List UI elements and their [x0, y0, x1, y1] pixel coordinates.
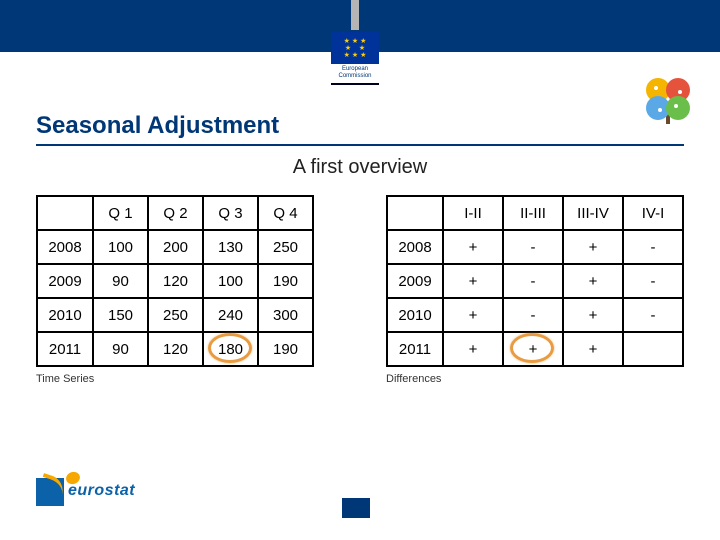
page-title: Seasonal Adjustment [36, 112, 684, 140]
time-series-block: Q 1 Q 2 Q 3 Q 4 2008 100 200 130 250 200… [36, 195, 314, 385]
cell: 90 [93, 332, 148, 366]
cell: 120 [148, 332, 203, 366]
cell: 100 [203, 264, 258, 298]
cell [623, 332, 683, 366]
col-d3: III-IV [563, 196, 623, 230]
cell: 150 [93, 298, 148, 332]
time-series-table: Q 1 Q 2 Q 3 Q 4 2008 100 200 130 250 200… [36, 195, 314, 367]
cell: + [563, 332, 623, 366]
cell: 130 [203, 230, 258, 264]
eu-flag-icon: ★ ★ ★★ ★★ ★ ★ [331, 32, 379, 64]
ec-logo: ★ ★ ★★ ★★ ★ ★ European Commission [320, 0, 390, 100]
page-subtitle: A first overview [36, 156, 684, 179]
highlight-circle-icon [208, 333, 252, 363]
cell: 200 [148, 230, 203, 264]
col-q2: Q 2 [148, 196, 203, 230]
row-year: 2009 [37, 264, 93, 298]
cell: 120 [148, 264, 203, 298]
table-header-row: I-II II-III III-IV IV-I [387, 196, 683, 230]
cell: + [443, 332, 503, 366]
cell: - [623, 298, 683, 332]
cell: - [503, 298, 563, 332]
ec-label-2: Commission [338, 73, 371, 79]
table-row: 2010 + - + - [387, 298, 683, 332]
col-q1: Q 1 [93, 196, 148, 230]
table-header-row: Q 1 Q 2 Q 3 Q 4 [37, 196, 313, 230]
cell: 190 [258, 332, 313, 366]
table-row: 2008 + - + - [387, 230, 683, 264]
col-d4: IV-I [623, 196, 683, 230]
table-row: 2011 90 120 180 190 [37, 332, 313, 366]
row-year: 2011 [387, 332, 443, 366]
ec-label-1: European [342, 66, 368, 72]
table-row: 2009 + - + - [387, 264, 683, 298]
cell: 250 [148, 298, 203, 332]
col-d2: II-III [503, 196, 563, 230]
eurostat-logo: eurostat [36, 474, 156, 516]
col-blank [387, 196, 443, 230]
row-year: 2011 [37, 332, 93, 366]
footer-flag-icon [342, 498, 370, 518]
time-series-caption: Time Series [36, 373, 314, 385]
cell: 90 [93, 264, 148, 298]
cell: + [443, 230, 503, 264]
cell: + [443, 298, 503, 332]
header: ★ ★ ★★ ★★ ★ ★ European Commission [0, 0, 720, 72]
table-row: 2009 90 120 100 190 [37, 264, 313, 298]
cell: 100 [93, 230, 148, 264]
row-year: 2009 [387, 264, 443, 298]
cell: - [623, 264, 683, 298]
cell: 300 [258, 298, 313, 332]
title-rule [36, 144, 684, 146]
col-blank [37, 196, 93, 230]
col-q4: Q 4 [258, 196, 313, 230]
row-year: 2008 [387, 230, 443, 264]
cell: + [563, 264, 623, 298]
row-year: 2010 [387, 298, 443, 332]
differences-block: I-II II-III III-IV IV-I 2008 + - + - 200… [386, 195, 684, 385]
cell: + [563, 230, 623, 264]
cell: - [623, 230, 683, 264]
cell: 190 [258, 264, 313, 298]
cell: - [503, 264, 563, 298]
row-year: 2008 [37, 230, 93, 264]
eurostat-logo-text: eurostat [68, 482, 135, 500]
row-year: 2010 [37, 298, 93, 332]
table-row: 2010 150 250 240 300 [37, 298, 313, 332]
cell: 240 [203, 298, 258, 332]
differences-caption: Differences [386, 373, 684, 385]
table-row: 2008 100 200 130 250 [37, 230, 313, 264]
col-q3: Q 3 [203, 196, 258, 230]
col-d1: I-II [443, 196, 503, 230]
cell: + [443, 264, 503, 298]
cell: - [503, 230, 563, 264]
cell: + [563, 298, 623, 332]
highlight-circle-icon [510, 333, 554, 363]
ec-logo-label: European Commission [338, 66, 371, 80]
cell: 250 [258, 230, 313, 264]
